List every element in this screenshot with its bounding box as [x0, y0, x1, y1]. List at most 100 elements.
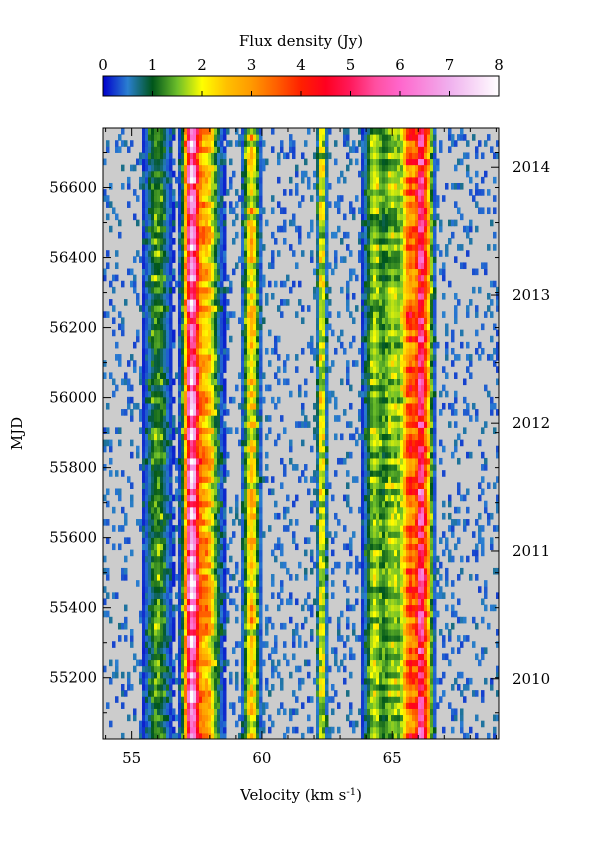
heatmap-cell	[172, 415, 176, 422]
heatmap-cell	[256, 500, 260, 508]
heatmap-cell	[172, 604, 176, 612]
heatmap-cell	[331, 494, 335, 502]
heatmap-cell	[205, 421, 209, 428]
heatmap-cell	[190, 567, 194, 575]
heatmap-cell	[322, 696, 326, 703]
heatmap-cell	[160, 635, 164, 642]
heatmap-cell	[208, 439, 212, 447]
heatmap-cell	[247, 622, 251, 630]
heatmap-cell	[319, 586, 323, 593]
heatmap-cell	[223, 500, 227, 508]
heatmap-cell	[163, 677, 167, 685]
heatmap-cell	[376, 543, 380, 551]
heatmap-cell	[220, 677, 224, 685]
heatmap-cell	[415, 384, 419, 392]
heatmap-cell	[409, 622, 413, 630]
heatmap-cell	[403, 451, 407, 459]
heatmap-cell	[298, 561, 302, 569]
heatmap-cell	[244, 366, 248, 373]
heatmap-cell	[157, 629, 161, 636]
heatmap-cell	[370, 402, 374, 410]
heatmap-cell	[331, 567, 335, 575]
heatmap-cell	[217, 439, 221, 447]
heatmap-cell	[148, 549, 152, 557]
heatmap-cell	[214, 653, 218, 661]
heatmap-cell	[364, 574, 368, 581]
heatmap-cell	[382, 616, 386, 624]
heatmap-cell	[244, 702, 248, 709]
heatmap-cell	[391, 659, 395, 667]
heatmap-cell	[325, 451, 329, 459]
heatmap-cell	[247, 384, 251, 392]
heatmap-cell	[394, 335, 398, 343]
heatmap-cell	[172, 549, 176, 557]
heatmap-cell	[361, 384, 365, 392]
heatmap-cell	[193, 476, 197, 483]
heatmap-cell	[157, 500, 161, 508]
heatmap-cell	[199, 525, 203, 532]
heatmap-cell	[319, 409, 323, 416]
heatmap-cell	[157, 488, 161, 496]
heatmap-cell	[145, 690, 149, 697]
heatmap-cell	[418, 439, 422, 447]
heatmap-cell	[319, 616, 323, 624]
heatmap-cell	[409, 366, 413, 373]
heatmap-cell	[415, 580, 419, 587]
heatmap-cell	[475, 555, 479, 563]
heatmap-cell	[421, 354, 425, 361]
heatmap-cell	[250, 720, 254, 728]
heatmap-cell	[145, 421, 149, 428]
heatmap-cell	[370, 677, 374, 685]
heatmap-cell	[400, 604, 404, 612]
heatmap-cell	[367, 653, 371, 661]
heatmap-cell	[148, 445, 152, 453]
heatmap-cell	[250, 354, 254, 361]
heatmap-cell	[181, 457, 185, 465]
heatmap-cell	[241, 629, 245, 636]
heatmap-cell	[418, 531, 422, 538]
heatmap-cell	[196, 457, 200, 465]
heatmap-cell	[400, 347, 404, 355]
heatmap-cell	[241, 580, 245, 587]
heatmap-cell	[451, 360, 455, 367]
heatmap-cell	[409, 696, 413, 703]
heatmap-cell	[373, 500, 377, 508]
heatmap-cell	[376, 341, 380, 349]
heatmap-cell	[145, 470, 149, 477]
heatmap-cell	[442, 512, 446, 520]
heatmap-cell	[256, 378, 260, 386]
heatmap-cell	[211, 555, 215, 563]
heatmap-cell	[400, 439, 404, 447]
heatmap-cell	[385, 659, 389, 667]
heatmap-cell	[418, 726, 422, 734]
heatmap-cell	[391, 677, 395, 685]
heatmap-cell	[382, 519, 386, 526]
heatmap-cell	[295, 629, 299, 636]
heatmap-cell	[400, 494, 404, 502]
heatmap-cell	[214, 665, 218, 673]
heatmap-cell	[262, 720, 266, 728]
heatmap-cell	[418, 421, 422, 428]
heatmap-cell	[409, 354, 413, 361]
heatmap-cell	[418, 696, 422, 703]
heatmap-cell	[247, 555, 251, 563]
heatmap-cell	[259, 384, 263, 392]
heatmap-cell	[211, 445, 215, 453]
heatmap-cell	[304, 598, 308, 606]
heatmap-cell	[307, 537, 311, 544]
heatmap-cell	[229, 335, 233, 343]
heatmap-cell	[304, 549, 308, 557]
heatmap-cell	[121, 684, 125, 691]
heatmap-cell	[397, 402, 401, 410]
heatmap-cell	[184, 690, 188, 697]
heatmap-cell	[151, 464, 155, 471]
heatmap-cell	[196, 610, 200, 618]
heatmap-cell	[205, 531, 209, 538]
heatmap-cell	[250, 335, 254, 343]
heatmap-cell	[163, 445, 167, 453]
heatmap-cell	[217, 494, 221, 502]
heatmap-cell	[187, 647, 191, 654]
heatmap-cell	[133, 402, 137, 410]
heatmap-cell	[241, 341, 245, 349]
heatmap-cell	[220, 616, 224, 624]
